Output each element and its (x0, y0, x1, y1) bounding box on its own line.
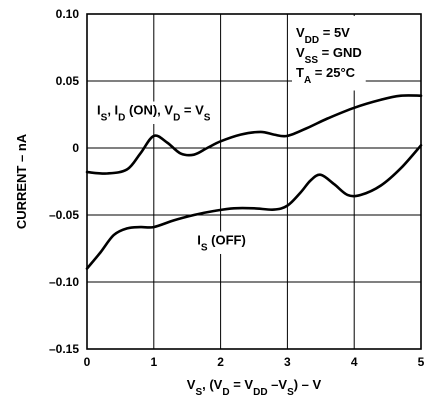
x-tick-labels: 0 1 2 3 4 5 (84, 355, 425, 369)
series-label-on: IS, ID (ON), VD = VS (97, 103, 211, 124)
text-segment: V (296, 25, 305, 40)
x-tick-label: 2 (217, 355, 224, 369)
x-tick-label: 1 (150, 355, 157, 369)
text-segment: = 5V (319, 25, 350, 40)
series-label-off: IS (OFF) (197, 232, 246, 253)
subscript: A (304, 75, 311, 86)
y-tick-label: –0.05 (49, 208, 79, 222)
subscript: S (101, 112, 108, 123)
text-segment: –V (268, 377, 288, 392)
x-axis-label: VS, (VD = VDD –VS) – V (187, 377, 322, 398)
text-segment: , I (107, 103, 118, 118)
text-segment: = V (180, 103, 204, 118)
condition-line: VDD = 5V (296, 25, 350, 46)
text-segment: = 25°C (311, 65, 355, 80)
text-segment: V (296, 45, 305, 60)
condition-line: TA = 25°C (296, 65, 356, 86)
x-tick-label: 3 (284, 355, 291, 369)
text-segment: , (V (202, 377, 223, 392)
text-segment: (ON), V (125, 103, 173, 118)
series-off-curve (85, 144, 423, 270)
subscript: DD (305, 35, 319, 46)
subscript: S (287, 387, 294, 398)
y-tick-label: –0.10 (49, 275, 79, 289)
condition-line: VSS = GND (296, 45, 362, 66)
x-tick-label: 4 (351, 355, 358, 369)
series-on-curve (85, 94, 423, 175)
text-segment: (OFF) (208, 232, 246, 247)
subscript: SS (305, 55, 319, 66)
y-tick-label: 0 (72, 141, 79, 155)
y-axis-label: CURRENT – nA (14, 133, 29, 229)
plot-frame (86, 13, 422, 350)
text-segment: ) – V (294, 377, 322, 392)
text-segment: I (197, 232, 201, 247)
y-tick-labels: 0.10 0.05 0 –0.05 –0.10 –0.15 (49, 7, 79, 356)
y-tick-label: –0.15 (49, 342, 79, 356)
subscript: D (173, 112, 180, 123)
text-segment: T (296, 65, 304, 80)
data-curves (85, 94, 423, 270)
text-segment: V (187, 377, 196, 392)
x-tick-label: 5 (418, 355, 425, 369)
x-tick-label: 0 (84, 355, 91, 369)
y-tick-label: 0.05 (56, 74, 80, 88)
y-tick-label: 0.10 (56, 7, 80, 21)
text-segment: I (97, 103, 101, 118)
text-segment: = GND (318, 45, 362, 60)
subscript: S (201, 242, 208, 253)
subscript: S (195, 387, 202, 398)
conditions-background (292, 16, 366, 91)
label-background (194, 231, 249, 254)
subscript: S (204, 112, 211, 123)
text-segment: = V (230, 377, 254, 392)
label-background (94, 101, 214, 124)
subscript: D (222, 387, 229, 398)
subscript: DD (253, 387, 267, 398)
grid-lines (86, 13, 422, 350)
subscript: D (118, 112, 125, 123)
